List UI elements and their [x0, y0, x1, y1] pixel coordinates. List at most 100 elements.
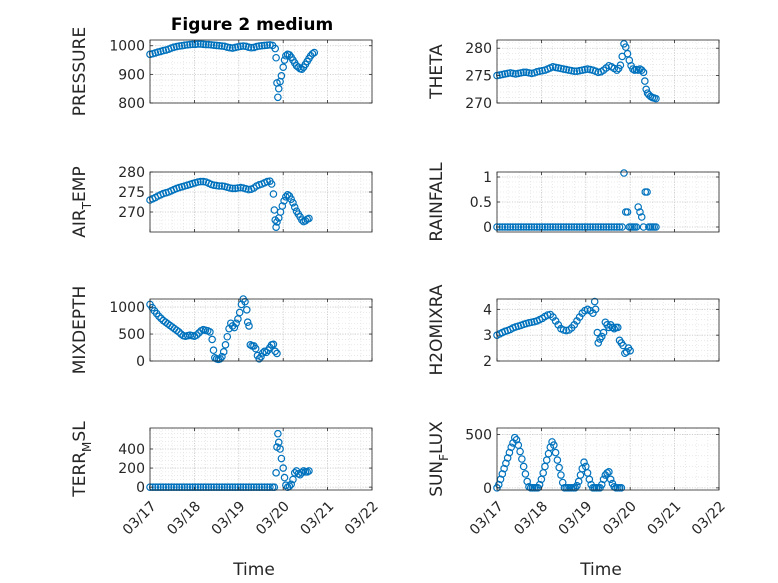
- y-axis-label: RAINFALL: [427, 162, 447, 242]
- data-point: [262, 348, 271, 357]
- data-point: [514, 223, 523, 231]
- y-axis-label: AIRTEMP: [70, 166, 94, 237]
- x-tick-label: 03/19: [556, 498, 596, 538]
- data-point: [599, 223, 608, 231]
- data-point: [242, 305, 251, 314]
- y-tick-label: 270: [465, 96, 492, 112]
- data-point: [616, 61, 625, 69]
- data-point: [602, 223, 611, 231]
- data-point: [280, 56, 289, 64]
- data-point: [272, 53, 280, 62]
- data-point: [533, 223, 541, 231]
- y-tick-label: 800: [118, 96, 145, 112]
- data-point: [613, 66, 621, 74]
- data-point: [245, 322, 253, 330]
- data-point: [519, 462, 528, 471]
- data-point: [570, 223, 579, 231]
- data-point: [622, 348, 631, 356]
- x-tick-label: 03/22: [689, 498, 729, 538]
- axes-background: [150, 40, 372, 103]
- data-point: [210, 41, 218, 49]
- data-point: [525, 223, 533, 231]
- axes-box: [496, 39, 720, 104]
- data-point: [218, 352, 226, 361]
- data-point: [641, 77, 649, 85]
- data-point: [223, 332, 232, 341]
- data-point: [626, 346, 635, 355]
- data-point: [287, 480, 295, 489]
- y-tick-label: 0: [483, 220, 492, 236]
- data-point: [196, 40, 205, 48]
- data-point: [192, 331, 201, 339]
- y-tick-label: 0: [136, 354, 145, 370]
- data-point: [573, 223, 581, 231]
- y-axis-label: MIXDEPTH: [70, 286, 90, 375]
- data-point: [272, 469, 280, 477]
- data-point: [583, 223, 592, 231]
- x-tick-label: 03/17: [120, 498, 160, 538]
- data-point: [206, 328, 214, 336]
- x-tick-label: 03/18: [164, 498, 204, 538]
- data-point: [594, 223, 603, 231]
- data-point: [285, 482, 294, 490]
- x-axis-label: Time: [232, 560, 275, 580]
- data-point: [177, 330, 185, 338]
- data-point: [519, 223, 528, 231]
- data-point: [615, 223, 624, 231]
- data-point: [517, 223, 525, 231]
- data-point: [589, 223, 597, 231]
- y-tick-label: 1: [483, 170, 492, 186]
- y-axis-label: THETA: [427, 44, 447, 100]
- data-point: [289, 199, 297, 207]
- x-tick-label: 03/20: [253, 498, 293, 538]
- data-point: [567, 223, 576, 231]
- data-point: [543, 223, 552, 231]
- data-point: [239, 42, 248, 50]
- data-point: [605, 468, 613, 476]
- data-point: [551, 223, 560, 231]
- data-point: [273, 218, 281, 226]
- data-point: [263, 177, 272, 186]
- data-point: [247, 43, 256, 52]
- subplot-sun_flux: 0 500 03/17 03/18 03/19 03/20 03/21 03/22 Time SU…: [427, 421, 729, 580]
- y-tick-label: 0: [483, 481, 492, 497]
- data-point: [599, 475, 608, 484]
- y-tick-label: 280: [465, 41, 492, 57]
- y-tick-label: 280: [118, 165, 145, 181]
- data-point: [606, 475, 615, 484]
- data-point: [570, 67, 579, 76]
- axes-box: [149, 39, 373, 104]
- data-point: [573, 481, 581, 490]
- data-point: [269, 190, 278, 198]
- data-point: [594, 339, 603, 347]
- data-point: [234, 184, 242, 192]
- axes-box: [496, 298, 720, 362]
- data-point: [274, 93, 282, 102]
- data-point: [282, 481, 290, 490]
- data-point: [511, 223, 520, 231]
- y-tick-label: 275: [465, 69, 492, 85]
- subplot-terr_msl: 0 200 400 03/17 03/18 03/19 03/20 03/21 03/22 Tim…: [70, 421, 382, 580]
- data-point: [243, 318, 252, 326]
- data-point: [501, 223, 509, 231]
- data-point: [175, 328, 183, 336]
- data-point: [591, 223, 600, 231]
- data-point: [618, 223, 627, 231]
- data-point: [557, 223, 565, 231]
- data-point: [605, 223, 613, 231]
- data-point: [231, 184, 240, 193]
- data-point: [282, 51, 290, 60]
- y-tick-label: 1000: [109, 300, 145, 316]
- data-point: [194, 40, 202, 48]
- data-point: [553, 456, 562, 464]
- subplot-rainfall: 0 0.5 1 RAINFALL: [427, 162, 720, 242]
- data-point: [620, 169, 628, 177]
- data-point: [175, 42, 184, 50]
- data-point: [230, 323, 239, 332]
- data-point: [507, 443, 516, 452]
- data-point: [209, 346, 218, 355]
- data-point: [495, 223, 504, 231]
- data-point: [194, 178, 202, 186]
- y-tick-label: 0: [136, 480, 145, 496]
